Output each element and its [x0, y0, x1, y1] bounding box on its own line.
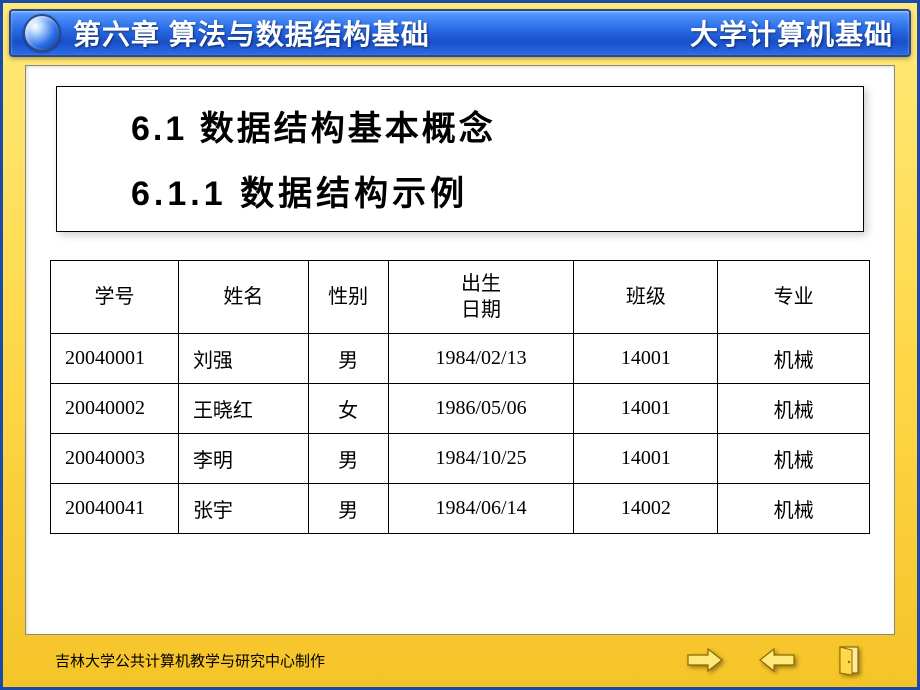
- table-cell: 男: [308, 484, 388, 534]
- footer-credit: 吉林大学公共计算机教学与研究中心制作: [55, 650, 684, 671]
- arrow-left-icon: [758, 647, 796, 673]
- table-cell: 男: [308, 334, 388, 384]
- section-title-box: 6.1 数据结构基本概念 6.1.1 数据结构示例: [56, 86, 864, 232]
- table-cell: 刘强: [178, 334, 308, 384]
- table-cell: 机械: [718, 384, 870, 434]
- table-cell: 张宇: [178, 484, 308, 534]
- next-button[interactable]: [684, 645, 726, 675]
- table-body: 20040001刘强男1984/02/1314001机械20040002王晓红女…: [51, 334, 870, 534]
- table-cell: 14001: [574, 434, 718, 484]
- section-title: 6.1 数据结构基本概念: [131, 101, 839, 150]
- student-table: 学号姓名性别出生日期班级专业 20040001刘强男1984/02/131400…: [50, 260, 870, 534]
- table-header-cell: 班级: [574, 261, 718, 334]
- table-cell: 女: [308, 384, 388, 434]
- door-exit-icon: [834, 645, 864, 675]
- table-cell: 1986/05/06: [388, 384, 574, 434]
- footer-row: 吉林大学公共计算机教学与研究中心制作: [25, 641, 895, 679]
- table-row: 20040041张宇男1984/06/1414002机械: [51, 484, 870, 534]
- table-cell: 20040001: [51, 334, 179, 384]
- table-cell: 14001: [574, 334, 718, 384]
- table-cell: 20040003: [51, 434, 179, 484]
- table-header-cell: 姓名: [178, 261, 308, 334]
- slide-frame: 第六章 算法与数据结构基础 大学计算机基础 6.1 数据结构基本概念 6.1.1…: [0, 0, 920, 690]
- table-cell: 机械: [718, 334, 870, 384]
- table-header-cell: 专业: [718, 261, 870, 334]
- table-cell: 李明: [178, 434, 308, 484]
- table-row: 20040001刘强男1984/02/1314001机械: [51, 334, 870, 384]
- table-cell: 机械: [718, 434, 870, 484]
- table-header-row: 学号姓名性别出生日期班级专业: [51, 261, 870, 334]
- table-cell: 20040041: [51, 484, 179, 534]
- table-header-cell: 出生日期: [388, 261, 574, 334]
- prev-button[interactable]: [756, 645, 798, 675]
- table-cell: 1984/10/25: [388, 434, 574, 484]
- table-cell: 男: [308, 434, 388, 484]
- table-cell: 14002: [574, 484, 718, 534]
- table-cell: 王晓红: [178, 384, 308, 434]
- subsection-title: 6.1.1 数据结构示例: [131, 166, 839, 215]
- chapter-title: 第六章 算法与数据结构基础: [73, 13, 690, 53]
- table-header-cell: 学号: [51, 261, 179, 334]
- table-cell: 1984/02/13: [388, 334, 574, 384]
- table-cell: 14001: [574, 384, 718, 434]
- content-area: 6.1 数据结构基本概念 6.1.1 数据结构示例 学号姓名性别出生日期班级专业…: [25, 65, 895, 635]
- header-orb-icon: [23, 14, 61, 52]
- table-row: 20040003李明男1984/10/2514001机械: [51, 434, 870, 484]
- nav-buttons: [684, 645, 870, 675]
- header-bar: 第六章 算法与数据结构基础 大学计算机基础: [9, 9, 911, 57]
- table-cell: 机械: [718, 484, 870, 534]
- exit-button[interactable]: [828, 645, 870, 675]
- table-row: 20040002王晓红女1986/05/0614001机械: [51, 384, 870, 434]
- course-title: 大学计算机基础: [690, 13, 893, 53]
- table-header-cell: 性别: [308, 261, 388, 334]
- table-cell: 20040002: [51, 384, 179, 434]
- table-cell: 1984/06/14: [388, 484, 574, 534]
- arrow-right-icon: [686, 647, 724, 673]
